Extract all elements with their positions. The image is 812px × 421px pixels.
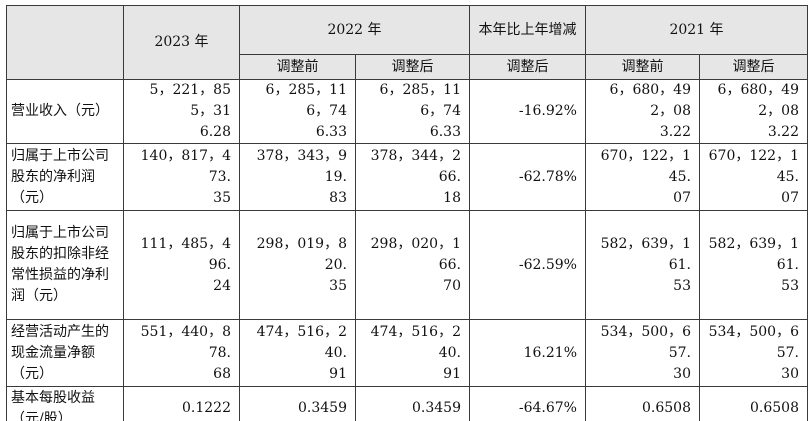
value-change: 16.21%: [469, 319, 586, 387]
value-2021-before: 6，680，492，08 3.22: [585, 79, 700, 144]
header-2022-before: 调整前: [239, 54, 356, 80]
value-2022-before: 6，285，116，74 6.33: [239, 79, 356, 144]
value-change: -64.67%: [469, 386, 586, 421]
value-2022-after: 6，285，116，74 6.33: [355, 79, 470, 144]
value-2022-before: 0.3459: [239, 386, 356, 421]
header-2022-after: 调整后: [355, 54, 470, 80]
row-label: 归属于上市公司股东的净利润（元）: [6, 143, 124, 211]
header-2021-after: 调整后: [699, 54, 808, 80]
value-change: -16.92%: [469, 79, 586, 144]
value-change: -62.78%: [469, 143, 586, 211]
table-row: 经营活动产生的现金流量净额（元） 551，440，878. 68 474，516，…: [6, 319, 808, 387]
value-2021-after: 670，122，145. 07: [699, 143, 808, 211]
value-2023: 551，440，878. 68: [123, 319, 240, 387]
header-change-after: 调整后: [469, 54, 586, 80]
value-2022-after: 298，020，166. 70: [355, 210, 470, 320]
value-2021-after: 582，639，161. 53: [699, 210, 808, 320]
value-2022-after: 378，344，266. 18: [355, 143, 470, 211]
value-change: -62.59%: [469, 210, 586, 320]
value-2022-after: 0.3459: [355, 386, 470, 421]
value-2021-before: 670，122，145. 07: [585, 143, 700, 211]
header-year-2022: 2022 年: [239, 5, 470, 55]
value-2021-after: 6，680，492，08 3.22: [699, 79, 808, 144]
value-2022-after: 474，516，240. 91: [355, 319, 470, 387]
table-row: 基本每股收益（元/股） 0.1222 0.3459 0.3459 -64.67%…: [6, 386, 808, 421]
header-2021-before: 调整前: [585, 54, 700, 80]
value-2022-before: 474，516，240. 91: [239, 319, 356, 387]
value-2023: 111，485，496. 24: [123, 210, 240, 320]
header-row-years: 2023 年 2022 年 本年比上年增减 2021 年: [6, 5, 808, 80]
row-label: 经营活动产生的现金流量净额（元）: [6, 319, 124, 387]
row-label: 归属于上市公司股东的扣除非经常性损益的净利润（元）: [6, 210, 124, 320]
corner-header-cell: [6, 5, 124, 80]
table-row: 归属于上市公司股东的扣除非经常性损益的净利润（元） 111，485，496. 24…: [6, 210, 808, 320]
value-2022-before: 378，343，919. 83: [239, 143, 356, 211]
value-2023: 140，817，473. 35: [123, 143, 240, 211]
value-2021-before: 534，500，657. 30: [585, 319, 700, 387]
value-2023: 5，221，855，31 6.28: [123, 79, 240, 144]
header-row-adjust: 调整前 调整后 调整后 调整前 调整后: [7, 54, 808, 80]
value-2021-before: 0.6508: [585, 386, 700, 421]
value-2022-before: 298，019，820. 35: [239, 210, 356, 320]
financial-data-table: 2023 年 2022 年 本年比上年增减 2021 年 调整前 调整后 调整后…: [6, 5, 808, 421]
table-row: 归属于上市公司股东的净利润（元） 140，817，473. 35 378，343，…: [6, 143, 808, 211]
table-row: 营业收入（元） 5，221，855，31 6.28 6，285，116，74 6.3…: [6, 79, 808, 144]
value-2021-after: 0.6508: [699, 386, 808, 421]
header-year-2023: 2023 年: [123, 5, 240, 80]
header-change: 本年比上年增减: [469, 5, 586, 55]
value-2023: 0.1222: [123, 386, 240, 421]
value-2021-after: 534，500，657. 30: [699, 319, 808, 387]
value-2021-before: 582，639，161. 53: [585, 210, 700, 320]
header-year-2021: 2021 年: [585, 5, 808, 55]
row-label: 营业收入（元）: [6, 79, 124, 144]
row-label: 基本每股收益（元/股）: [6, 386, 124, 421]
